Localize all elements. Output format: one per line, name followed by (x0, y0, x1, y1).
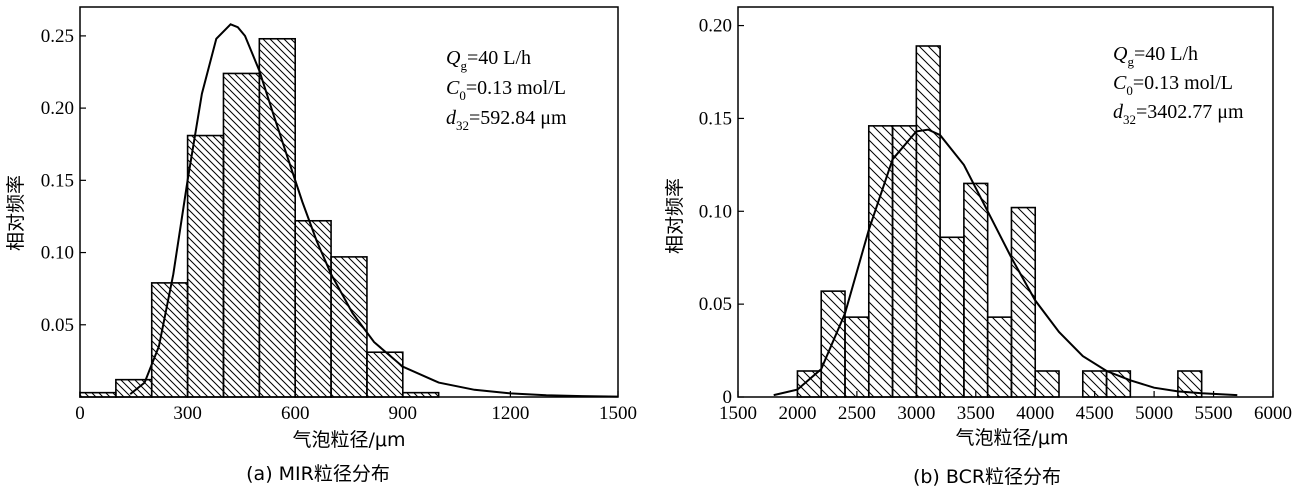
histogram-bar-a-6 (294, 219, 332, 398)
y-tick-label-a-3: 0.20 (41, 98, 74, 119)
x-tick-label-a-3: 900 (389, 403, 418, 424)
x-tick-label-b-6: 4500 (1076, 403, 1114, 424)
x-tick-label-b-5: 4000 (1016, 403, 1054, 424)
chart-panel-a: 0 300 600 900 1200 1500 0.050.100.150.200.25 … (5, 6, 637, 485)
fit-curve-b (773, 128, 1238, 397)
x-tick-label-a-5: 1500 (599, 403, 637, 424)
x-tick-label-b-9: 6000 (1254, 403, 1292, 424)
histogram-bar-a-3 (186, 134, 225, 398)
annotation-sauter-diameter-b: d32=3402.77 μm (1113, 101, 1244, 127)
histogram-bar-a-0 (79, 391, 117, 398)
fit-curve-a (129, 23, 619, 398)
histogram-bar-a-7 (330, 256, 368, 398)
x-tick-label-b-7: 5000 (1135, 403, 1173, 424)
x-tick-label-b-1: 2000 (778, 403, 816, 424)
x-tick-label-a-4: 1200 (491, 403, 529, 424)
annotation-sauter-diameter-a: d32=592.84 μm (446, 107, 567, 133)
histogram-bar-b-8 (986, 316, 1013, 398)
annotation-flow-b: Qg=40 L/h (1113, 43, 1198, 69)
x-tick-label-b-8: 5500 (1195, 403, 1233, 424)
histogram-bar-a-5 (258, 37, 297, 398)
x-axis-title-b: 气泡粒径/μm (956, 427, 1069, 449)
y-tick-label-b-3: 0.15 (699, 108, 732, 129)
y-tick-label-b-0: 0 (723, 387, 733, 408)
histogram-bar-b-9 (1010, 206, 1037, 398)
y-tick-label-a-2: 0.15 (41, 170, 74, 191)
y-tick-label-a-4: 0.25 (41, 26, 74, 47)
histogram-bar-b-13 (1177, 370, 1203, 398)
histogram-bar-a-2 (150, 282, 189, 398)
caption-a: (a) MIR粒径分布 (246, 463, 390, 485)
histogram-bar-b-3 (867, 125, 894, 398)
histogram-bar-a-1 (115, 378, 153, 398)
y-ticks-a: 0.05 0.10 0.15 0.20 0.25 (41, 26, 86, 336)
y-tick-label-a-0: 0.05 (41, 315, 74, 336)
annotation-concentration-a: C0=0.13 mol/L (446, 77, 566, 103)
y-ticks-b: 0 0.05 0.10 0.15 0.20 (699, 16, 744, 408)
y-axis-title-a: 相对频率 (5, 175, 27, 251)
x-axis-title-a: 气泡粒径/μm (293, 429, 406, 451)
caption-b: (b) BCR粒径分布 (913, 466, 1061, 488)
histogram-bar-b-6 (939, 236, 965, 398)
bars-b (796, 45, 1203, 398)
y-axis-title-b: 相对频率 (664, 178, 686, 254)
x-tick-label-b-2: 2500 (838, 403, 876, 424)
annotation-flow-a: Qg=40 L/h (446, 47, 531, 73)
histogram-bar-b-2 (844, 316, 870, 398)
x-ticks-a: 0 300 600 900 1200 1500 (75, 391, 637, 424)
x-tick-label-b-0: 1500 (719, 403, 757, 424)
y-tick-label-a-1: 0.10 (41, 243, 74, 264)
y-tick-label-b-1: 0.05 (699, 294, 732, 315)
x-ticks-b: 1500 2000 2500 3000 3500 4000 4500 5000 5500 6000 (719, 391, 1292, 424)
histogram-bar-b-10 (1034, 370, 1060, 398)
histogram-bar-b-7 (963, 182, 989, 398)
x-tick-label-b-3: 3000 (897, 403, 935, 424)
histogram-bar-a-8 (366, 351, 404, 398)
annotation-concentration-b: C0=0.13 mol/L (1113, 72, 1233, 98)
bars-a (79, 37, 440, 398)
x-tick-label-a-2: 600 (281, 403, 310, 424)
x-tick-label-a-1: 300 (173, 403, 202, 424)
chart-panel-b: 1500 2000 2500 3000 3500 4000 4500 5000 5500 6000… (664, 6, 1292, 488)
histogram-bar-b-1 (820, 290, 846, 398)
histogram-bar-a-4 (222, 72, 261, 398)
y-tick-label-b-2: 0.10 (699, 201, 732, 222)
histogram-bar-b-5 (915, 45, 941, 398)
x-tick-label-a-0: 0 (75, 403, 85, 424)
histogram-bar-a-9 (401, 391, 440, 398)
y-tick-label-b-4: 0.20 (699, 16, 732, 37)
histogram-bar-b-4 (891, 125, 918, 398)
histogram-bar-b-0 (796, 370, 823, 398)
x-tick-label-b-4: 3500 (957, 403, 995, 424)
